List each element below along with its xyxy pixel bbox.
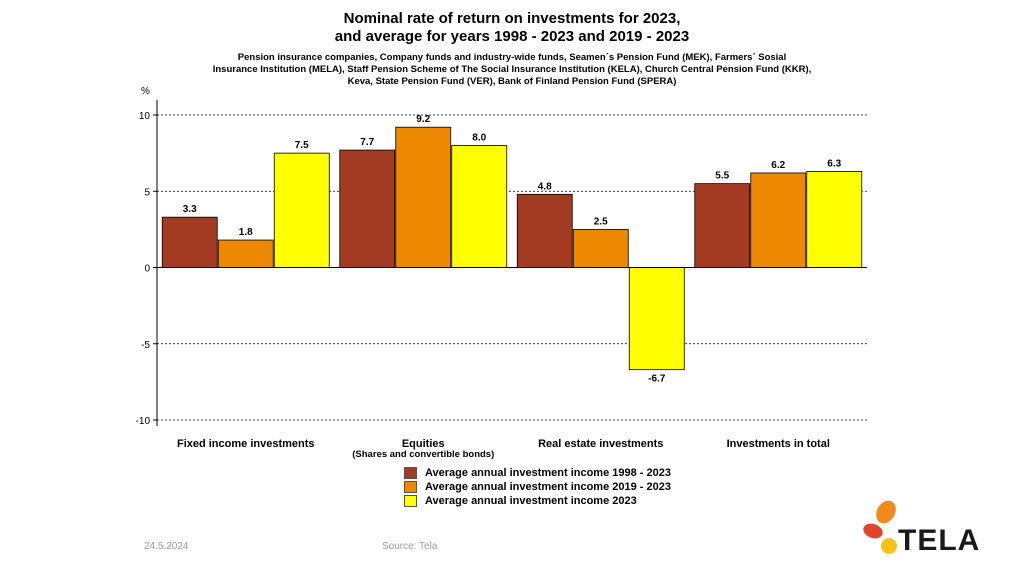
data-label: 9.2 <box>416 114 430 125</box>
bar <box>516 193 573 268</box>
legend-item: Average annual investment income 1998 - … <box>404 466 671 479</box>
tela-logo-text: TELA <box>898 524 981 557</box>
legend-item: Average annual investment income 2023 <box>404 494 671 507</box>
legend-label-series-3: Average annual investment income 2023 <box>425 494 637 507</box>
data-label: 7.7 <box>360 137 374 148</box>
legend-item: Average annual investment income 2019 - … <box>404 480 671 493</box>
footer-date: 24.5.2024 <box>144 541 189 552</box>
chart-title-line-2: and average for years 1998 - 2023 and 20… <box>334 28 690 45</box>
bar <box>694 183 751 268</box>
chart-subtitle-line-2: Insurance Institution (MELA), Staff Pens… <box>212 64 812 75</box>
chart-subtitle-line-1: Pension insurance companies, Company fun… <box>237 52 787 63</box>
bar <box>395 126 452 268</box>
bar <box>806 171 863 268</box>
data-label: 5.5 <box>715 171 729 182</box>
bar <box>273 152 330 268</box>
data-label: 6.2 <box>771 160 785 171</box>
x-category-label: Real estate investments <box>538 438 663 450</box>
x-category-label: Equities <box>402 438 445 450</box>
chart-legend: Average annual investment income 1998 - … <box>404 466 671 508</box>
bar <box>339 149 396 268</box>
legend-swatch-series-1 <box>404 466 417 479</box>
chart-title-line-1: Nominal rate of return on investments fo… <box>343 10 681 27</box>
bar <box>572 228 629 268</box>
logo-petal-red <box>863 523 883 539</box>
data-label: 6.3 <box>827 158 841 169</box>
bar <box>750 172 807 268</box>
data-label: 8.0 <box>472 133 486 144</box>
y-tick-label: -10 <box>136 416 151 427</box>
legend-label-series-1: Average annual investment income 1998 - … <box>425 466 671 479</box>
bar <box>161 216 218 268</box>
y-axis-unit-label: % <box>141 86 150 97</box>
legend-swatch-series-3 <box>404 494 417 507</box>
y-tick-label: 10 <box>139 111 151 122</box>
bar-chart: -10 -5 0 5 10 3.3 1.8 7.5 Fixed income investmen… <box>136 100 867 460</box>
legend-label-series-2: Average annual investment income 2019 - … <box>425 480 671 493</box>
logo-petal-orange <box>876 500 896 524</box>
y-tick-label: -5 <box>141 340 150 351</box>
data-label: 2.5 <box>594 216 608 227</box>
chart-subtitle-line-3: Keva, State Pension Fund (VER), Bank of … <box>347 76 677 87</box>
data-label: 1.8 <box>239 227 253 238</box>
footer-source: Source: Tela <box>382 541 438 552</box>
data-label: 3.3 <box>183 204 197 215</box>
data-label: -6.7 <box>648 374 666 385</box>
data-label: 4.8 <box>538 181 552 192</box>
bar <box>451 145 508 268</box>
logo-dot-yellow <box>881 538 897 554</box>
bar <box>628 267 685 371</box>
tela-logo-icon <box>863 500 897 554</box>
data-label: 7.5 <box>295 140 309 151</box>
x-category-label: Investments in total <box>727 438 830 450</box>
x-category-sublabel: (Shares and convertible bonds) <box>352 449 494 460</box>
bar <box>217 239 274 268</box>
y-tick-label: 0 <box>144 264 150 275</box>
x-category-label: Fixed income investments <box>177 438 315 450</box>
legend-swatch-series-2 <box>404 480 417 493</box>
y-tick-label: 5 <box>144 187 150 198</box>
